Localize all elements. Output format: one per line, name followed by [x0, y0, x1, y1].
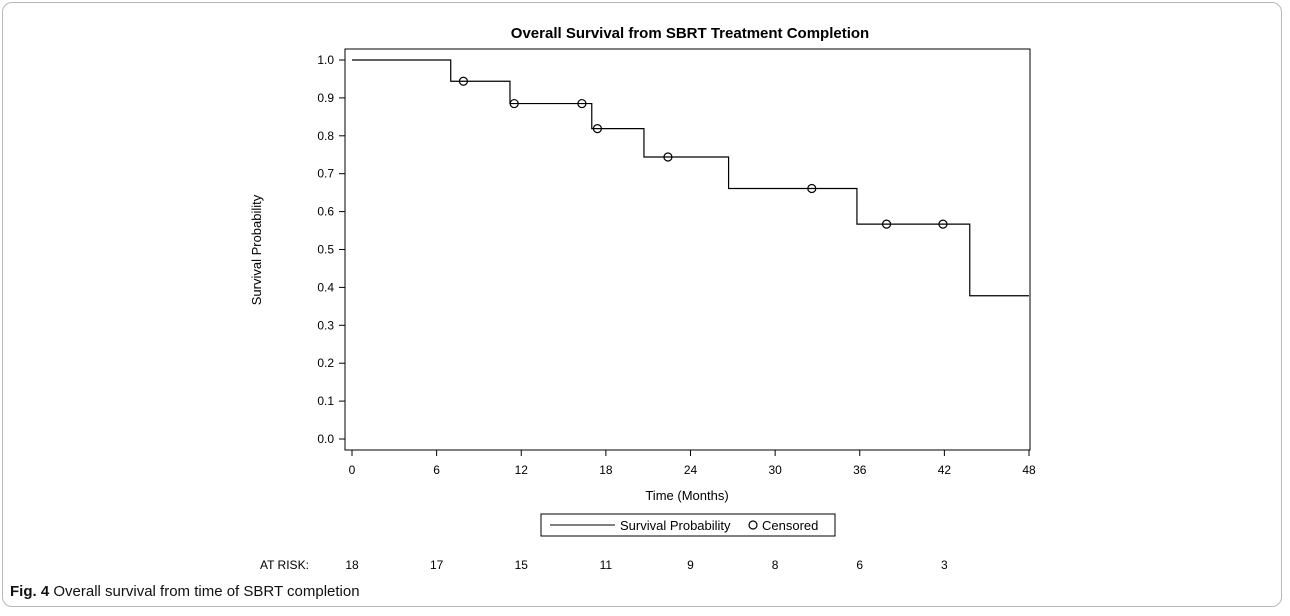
at-risk-count: 9: [687, 558, 694, 572]
at-risk-count: 8: [772, 558, 779, 572]
x-tick-label: 30: [768, 463, 782, 477]
y-tick-label: 0.9: [317, 91, 334, 105]
y-tick-label: 0.5: [317, 243, 334, 257]
y-tick-label: 0.6: [317, 205, 334, 219]
at-risk-count: 6: [856, 558, 863, 572]
legend-label-survival: Survival Probability: [620, 518, 731, 533]
x-tick-label: 24: [684, 463, 698, 477]
x-tick-label: 12: [515, 463, 529, 477]
y-tick-label: 0.7: [317, 167, 334, 181]
legend-marker-censored: [748, 520, 758, 530]
legend: Survival Probability Censored: [540, 513, 836, 537]
at-risk-count: 3: [941, 558, 948, 572]
plot-frame: [344, 48, 1031, 451]
figure-label: Fig. 4: [10, 583, 50, 600]
censored-marker: [509, 98, 519, 109]
censored-marker: [592, 123, 603, 134]
censored-marker: [663, 152, 673, 162]
x-tick-label: 42: [938, 463, 952, 477]
legend-label-censored: Censored: [762, 518, 818, 533]
censored-marker: [577, 98, 587, 109]
y-axis-title: Survival Probability: [249, 194, 264, 305]
y-tick-label: 0.8: [317, 129, 334, 143]
x-tick-label: 6: [433, 463, 440, 477]
y-tick-label: 0.1: [317, 394, 334, 408]
censored-marker: [807, 183, 817, 194]
x-axis: 0 6 12 18 24 30 36 42 48: [349, 450, 1036, 477]
at-risk-count: 15: [515, 558, 529, 572]
y-axis: 0.0 0.1 0.2 0.3 0.4 0.5 0.6 0.7 0.8 0.9 1.0: [317, 53, 345, 446]
figure-caption: Fig. 4 Overall survival from time of SBR…: [10, 583, 360, 600]
y-tick-label: 0.0: [317, 432, 334, 446]
series-group: [352, 59, 1029, 297]
at-risk-label: AT RISK:: [260, 558, 309, 572]
y-tick-label: 0.2: [317, 356, 334, 370]
survival-step-line: [352, 59, 1029, 297]
legend-box: [540, 513, 836, 537]
figure-frame: [2, 2, 1282, 607]
at-risk-table: AT RISK: 18 17 15 11 9 8 6 3: [260, 558, 948, 572]
y-tick-label: 0.4: [317, 280, 334, 294]
censored-marker: [881, 219, 892, 229]
x-tick-label: 48: [1022, 463, 1036, 477]
y-tick-label: 1.0: [317, 53, 334, 67]
at-risk-count: 18: [345, 558, 359, 572]
at-risk-count: 11: [600, 558, 613, 572]
x-tick-label: 36: [853, 463, 867, 477]
x-tick-label: 0: [349, 463, 356, 477]
x-axis-title: Time (Months): [645, 488, 728, 503]
chart-title: Overall Survival from SBRT Treatment Com…: [511, 25, 869, 42]
censored-marker: [458, 76, 469, 86]
x-tick-label: 18: [599, 463, 613, 477]
figure-caption-text: Overall survival from time of SBRT compl…: [53, 583, 360, 600]
at-risk-count: 17: [430, 558, 444, 572]
censored-marker: [938, 219, 948, 229]
y-tick-label: 0.3: [317, 318, 334, 332]
